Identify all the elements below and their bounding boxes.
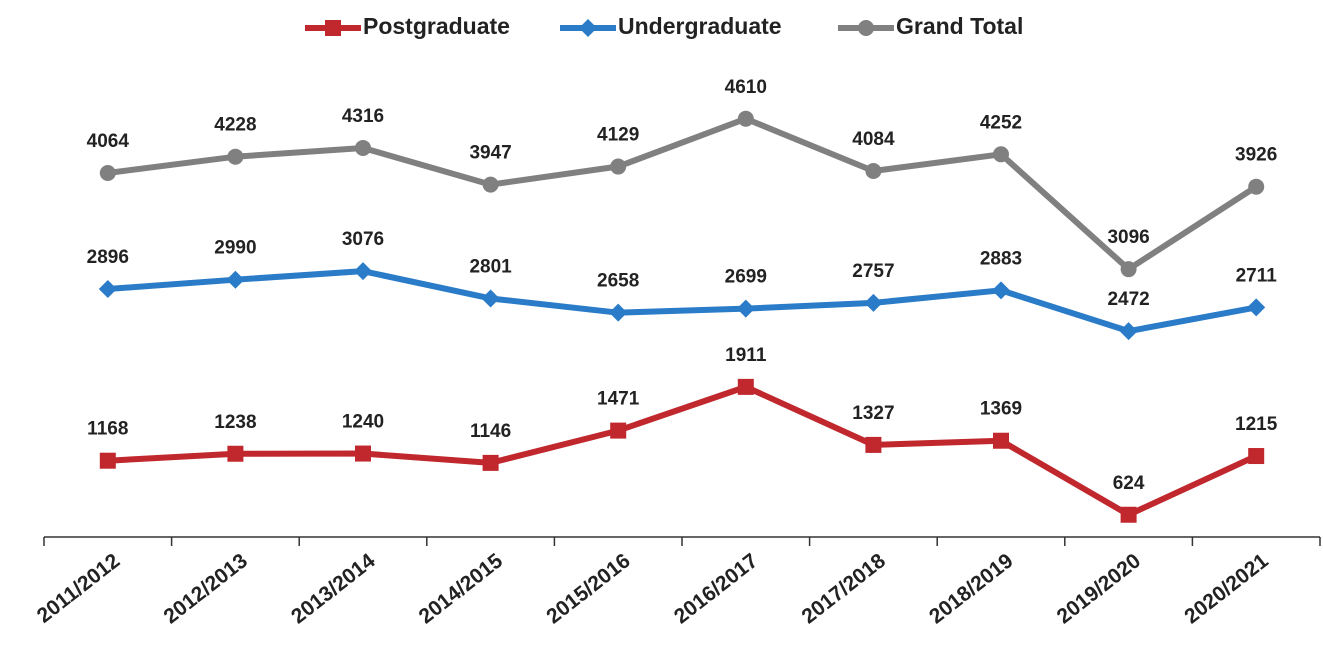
x-tick-label: 2011/2012 [33,549,124,628]
marker [737,378,754,395]
marker [481,289,500,308]
marker [865,163,882,180]
series-line [107,383,1258,518]
marker [227,148,244,165]
data-label: 4252 [980,112,1022,133]
data-label: 624 [1113,473,1145,494]
data-label: 1911 [725,345,767,366]
data-label: 1168 [87,419,128,440]
marker [1119,322,1138,341]
marker [1247,298,1266,317]
data-label: 4228 [214,115,256,136]
legend-marker [579,19,597,37]
data-label: 2472 [1107,289,1149,310]
data-label: 2801 [469,256,512,277]
data-label: 3947 [469,143,511,164]
marker [355,139,371,156]
marker [610,158,627,175]
series-line [107,268,1257,335]
marker [1120,506,1137,523]
marker [865,436,882,453]
marker [993,432,1009,449]
marker [1248,178,1265,195]
marker [227,445,244,462]
marker [1120,261,1137,278]
x-tick-label: 2020/2021 [1180,549,1273,628]
marker [993,146,1009,163]
data-label: 4316 [342,106,384,127]
marker [226,270,245,289]
data-label: 2757 [852,261,894,282]
legend-marker [858,20,874,36]
x-tick-label: 2015/2016 [542,549,634,628]
data-label: 4084 [852,129,895,150]
x-tick-label: 2019/2020 [1053,549,1145,628]
data-label: 1471 [597,389,640,410]
marker [736,299,755,318]
data-label: 4129 [597,125,639,146]
marker [1248,448,1265,465]
data-label: 2883 [980,248,1022,269]
data-label: 4064 [87,131,130,152]
legend-label: Undergraduate [618,13,782,39]
x-tick-label: 2013/2014 [287,549,380,628]
marker [99,452,116,469]
data-label: 3076 [342,229,384,250]
marker [610,422,627,439]
data-label: 1327 [852,403,894,424]
legend-label: Grand Total [896,13,1023,39]
data-label: 1240 [342,412,384,433]
marker [354,262,372,281]
data-label: 2711 [1236,265,1278,286]
data-label: 2658 [597,271,639,292]
x-tick-label: 2018/2019 [925,549,1017,628]
x-tick-label: 2016/2017 [670,549,762,628]
data-label: 1215 [1235,414,1278,435]
data-label: 1238 [214,412,256,433]
data-label: 2699 [725,267,767,288]
data-label: 2896 [87,247,129,268]
legend-label: Postgraduate [363,13,510,39]
marker [864,293,883,312]
marker [99,164,116,181]
x-tick-label: 2014/2015 [415,549,508,628]
legend-marker [325,20,341,36]
series-line [107,115,1258,273]
marker [355,445,371,462]
marker [609,303,628,322]
data-label: 1146 [470,421,511,442]
data-label: 4610 [725,77,767,98]
marker [98,280,117,299]
data-label: 3926 [1235,145,1277,166]
data-label: 2990 [214,238,256,259]
marker [482,454,499,471]
marker [482,176,499,193]
data-label: 1369 [980,399,1022,420]
marker [737,110,754,127]
x-tick-label: 2017/2018 [797,549,890,628]
data-label: 3096 [1107,227,1149,248]
marker [992,281,1010,300]
x-tick-label: 2012/2013 [159,549,251,628]
